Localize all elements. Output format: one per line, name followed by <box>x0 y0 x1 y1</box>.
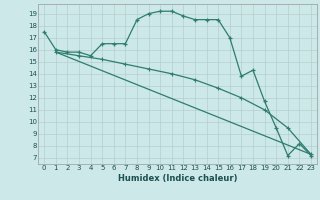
X-axis label: Humidex (Indice chaleur): Humidex (Indice chaleur) <box>118 174 237 183</box>
